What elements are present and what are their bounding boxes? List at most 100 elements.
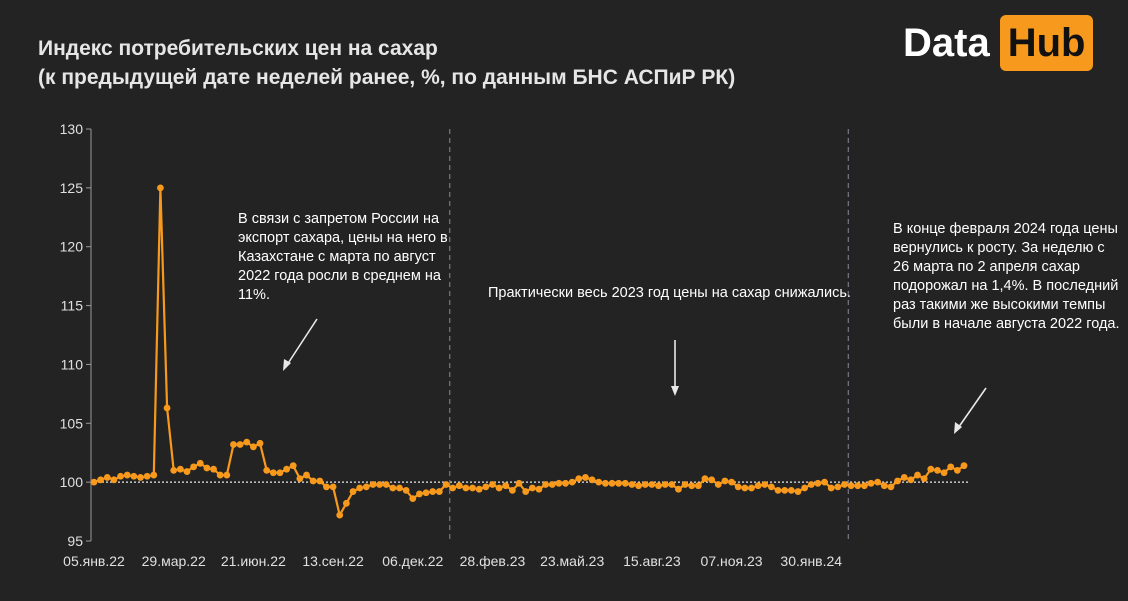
data-point <box>914 471 921 479</box>
vertical-dividers <box>449 129 849 541</box>
data-point <box>323 483 330 491</box>
data-point <box>349 488 357 495</box>
data-point <box>203 464 211 472</box>
data-point <box>675 485 682 493</box>
y-tick-label: 130 <box>60 121 84 137</box>
data-point <box>416 490 423 498</box>
data-point <box>183 468 191 475</box>
data-point <box>90 478 98 486</box>
data-point <box>435 488 443 495</box>
data-point <box>628 481 636 488</box>
data-point <box>608 479 616 487</box>
data-point <box>601 479 609 487</box>
data-point <box>621 479 629 487</box>
data-point <box>615 479 623 487</box>
data-point <box>761 481 769 488</box>
data-point <box>635 482 642 490</box>
data-point <box>157 184 164 192</box>
x-tick-label: 29.мар.22 <box>142 553 206 569</box>
arrow-2022 <box>284 318 318 369</box>
x-tick-label: 30.янв.24 <box>780 553 842 569</box>
annotation-2022: В связи с запретом России на экспорт сах… <box>238 211 448 303</box>
data-point <box>847 482 855 490</box>
data-point <box>801 484 809 492</box>
y-tick-label: 120 <box>60 239 84 255</box>
title-line-1: Индекс потребительских цен на сахар <box>38 37 438 60</box>
arrow-2024 <box>955 387 987 432</box>
data-point <box>907 476 915 484</box>
data-point <box>409 495 417 503</box>
data-point <box>329 483 337 491</box>
data-point <box>223 471 231 479</box>
data-point <box>137 474 144 481</box>
y-tick-label: 105 <box>60 415 84 431</box>
data-point <box>356 484 364 492</box>
data-point <box>920 475 928 483</box>
series-sugar-cpi <box>90 184 968 519</box>
data-point <box>768 483 775 491</box>
data-point <box>269 469 277 477</box>
annotation-2024: В конце февраля 2024 года цены вернулись… <box>893 221 1120 332</box>
data-point <box>548 481 556 488</box>
data-point <box>814 479 822 487</box>
logo-text-hub: Hub <box>999 15 1094 71</box>
data-point <box>123 471 131 479</box>
data-point <box>210 465 217 473</box>
data-point <box>927 465 935 473</box>
data-point <box>263 466 271 474</box>
data-point <box>296 475 304 483</box>
data-point <box>900 474 908 481</box>
data-point <box>342 499 350 507</box>
data-point <box>163 404 171 412</box>
chart-axes: 95 100 105 110 115 120 125 130 05.янв.22 29.мар.2… <box>60 121 968 569</box>
data-point <box>648 481 656 488</box>
data-point <box>694 482 702 490</box>
chart-title: Индекс потребительских цен на сахар (к п… <box>38 34 735 92</box>
data-point <box>940 469 948 477</box>
data-point <box>947 463 955 471</box>
data-point <box>515 479 523 487</box>
data-point <box>874 478 882 486</box>
data-point <box>110 476 118 484</box>
data-point <box>150 471 158 479</box>
data-point <box>588 476 596 484</box>
annotation-2023: Практически весь 2023 год цены на сахар … <box>488 285 851 301</box>
data-point <box>821 478 828 486</box>
data-point <box>708 476 716 484</box>
logo-text-data: Data <box>903 20 990 65</box>
data-point <box>143 472 151 480</box>
x-tick-label: 21.июн.22 <box>221 553 286 569</box>
y-tick-label: 115 <box>61 298 84 314</box>
data-point <box>582 474 589 481</box>
data-point <box>668 481 676 488</box>
data-point <box>688 482 696 490</box>
arrowhead-2024 <box>954 422 962 434</box>
data-point <box>841 481 848 488</box>
data-point <box>289 462 297 470</box>
data-point <box>103 474 111 481</box>
data-point <box>489 481 496 488</box>
data-point <box>429 488 437 495</box>
y-tick-label: 100 <box>60 474 84 490</box>
data-point <box>575 475 583 483</box>
data-point <box>469 484 476 492</box>
data-point <box>781 486 789 494</box>
data-point <box>528 484 536 492</box>
data-point <box>249 443 257 451</box>
data-point <box>230 441 237 448</box>
data-point <box>934 466 941 474</box>
data-point <box>867 479 875 487</box>
data-point <box>236 441 244 448</box>
data-point <box>734 483 742 491</box>
data-point <box>714 481 722 488</box>
data-point <box>216 471 224 479</box>
data-point <box>555 479 563 487</box>
data-point <box>455 482 463 490</box>
data-point <box>130 472 138 480</box>
data-point <box>276 469 284 477</box>
data-point <box>562 479 569 487</box>
annotation-arrows <box>283 318 987 434</box>
data-point <box>170 466 178 474</box>
data-point <box>748 484 755 492</box>
data-point <box>953 466 961 474</box>
